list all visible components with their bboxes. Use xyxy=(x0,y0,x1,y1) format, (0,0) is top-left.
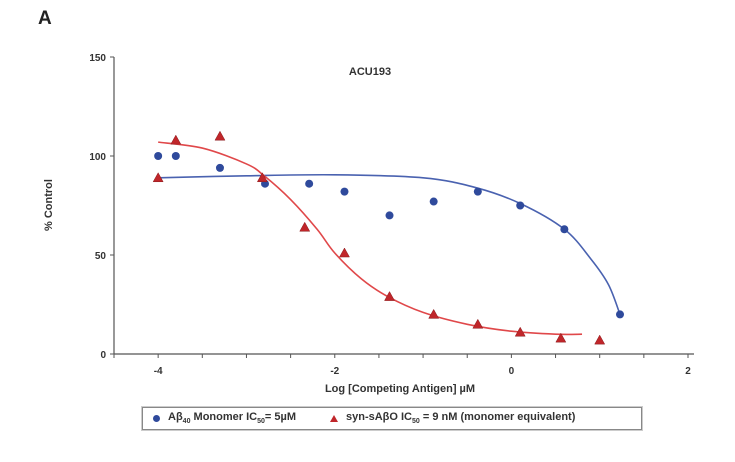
legend: Aβ40 Monomer IC50= 5µM syn-sAβO IC50 = 9… xyxy=(142,407,642,430)
monomer-data-point xyxy=(340,187,349,196)
ic50-chart: ACU193 0 50 100 150 -4 -2 0 2 Log [Competing Anti… xyxy=(43,53,694,395)
y-axis-label: % Control xyxy=(43,179,55,231)
x-tick-label: -4 xyxy=(154,366,163,377)
oligomer-data-point xyxy=(384,291,395,301)
panel-label: A xyxy=(38,8,52,29)
y-tick-label: 0 xyxy=(100,350,106,361)
monomer-data-point xyxy=(429,197,438,206)
monomer-data-point xyxy=(171,152,180,160)
monomer-data-point xyxy=(305,179,314,188)
y-tick-label: 150 xyxy=(89,53,106,64)
x-axis-label: Log [Competing Antigen] µM xyxy=(325,383,475,395)
oligomer-data-point xyxy=(170,134,182,145)
oligomer-data-point xyxy=(514,326,526,337)
monomer-data-point xyxy=(560,225,569,234)
oligomer-data-point xyxy=(339,247,350,258)
legend-label-oligomer: syn-sAβO IC50 = 9 nM (monomer equivalent… xyxy=(346,411,576,426)
legend-label-monomer: Aβ40 Monomer IC50= 5µM xyxy=(168,411,296,426)
triangle-marker-icon xyxy=(330,415,338,422)
monomer-data-point xyxy=(616,310,625,319)
oligomer-data-point xyxy=(152,172,164,183)
oligomer-data-point xyxy=(428,308,440,319)
x-tick-label: 0 xyxy=(509,366,515,377)
monomer-fit-curve xyxy=(158,173,621,315)
oligomer-data-point xyxy=(594,334,606,345)
legend-item-oligomer: syn-sAβO IC50 = 9 nM (monomer equivalent… xyxy=(296,411,576,426)
y-tick-label: 50 xyxy=(95,251,107,262)
oligomer-fit-curve xyxy=(158,141,583,336)
oligomer-data-point xyxy=(472,318,484,329)
oligomer-data-point xyxy=(214,130,226,141)
oligomer-data-point xyxy=(299,221,311,232)
circle-marker-icon xyxy=(153,415,160,422)
y-tick-label: 100 xyxy=(89,152,106,163)
legend-item-monomer: Aβ40 Monomer IC50= 5µM xyxy=(143,411,296,426)
monomer-data-point xyxy=(154,152,163,160)
x-tick-label: -2 xyxy=(330,366,339,377)
monomer-data-point xyxy=(516,201,525,210)
oligomer-data-point xyxy=(555,332,567,343)
monomer-data-point xyxy=(473,187,482,196)
monomer-data-point xyxy=(385,211,394,220)
oligomer-data-point xyxy=(256,172,268,183)
chart-title: ACU193 xyxy=(349,66,391,78)
x-tick-label: 2 xyxy=(685,366,691,377)
monomer-data-point xyxy=(215,163,224,172)
